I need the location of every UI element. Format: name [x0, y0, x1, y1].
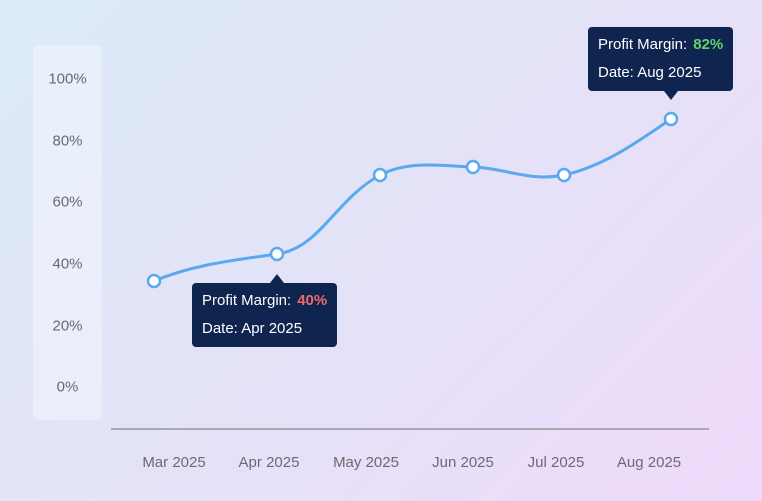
y-tick-80: 80% — [52, 132, 83, 150]
data-point-mar[interactable] — [146, 273, 162, 289]
y-tick-20: 20% — [52, 317, 83, 335]
x-tick-may: May 2025 — [333, 454, 399, 471]
x-tick-jun: Jun 2025 — [432, 454, 494, 471]
x-tick-apr: Apr 2025 — [238, 454, 300, 471]
tooltip-date-row: Date: Aug 2025 — [598, 64, 702, 81]
x-tick-mar: Mar 2025 — [142, 454, 206, 471]
tooltip-metric-value: 40% — [297, 292, 328, 309]
x-tick-jul: Jul 2025 — [527, 454, 585, 471]
data-point-apr[interactable] — [269, 246, 285, 262]
data-point-jul[interactable] — [556, 167, 572, 183]
profit-margin-line — [152, 117, 673, 283]
y-tick-40: 40% — [52, 255, 83, 273]
y-tick-0: 0% — [56, 378, 79, 396]
tooltip-metric-value: 82% — [693, 36, 724, 53]
x-axis-line — [111, 428, 709, 430]
data-point-jun[interactable] — [465, 159, 481, 175]
data-point-aug[interactable] — [663, 111, 679, 127]
x-tick-aug: Aug 2025 — [616, 454, 682, 471]
tooltip-apr: Profit Margin: 40% Date: Apr 2025 — [192, 274, 338, 347]
tooltip-date-row: Date: Apr 2025 — [202, 320, 303, 337]
tooltip-arrow-up-icon — [270, 274, 284, 283]
tooltip-arrow-down-icon — [664, 91, 678, 100]
data-point-may[interactable] — [372, 167, 388, 183]
y-tick-100: 100% — [48, 70, 87, 88]
tooltip-aug: Profit Margin: 82% Date: Aug 2025 — [588, 27, 734, 100]
tooltip-metric-row: Profit Margin: 82% — [598, 31, 723, 59]
tooltip-metric-label: Profit Margin: — [598, 36, 688, 53]
tooltip-metric-label: Profit Margin: — [202, 292, 292, 309]
y-axis-panel — [33, 45, 102, 420]
tooltip-metric-row: Profit Margin: 40% — [202, 287, 327, 315]
y-tick-60: 60% — [52, 193, 83, 211]
